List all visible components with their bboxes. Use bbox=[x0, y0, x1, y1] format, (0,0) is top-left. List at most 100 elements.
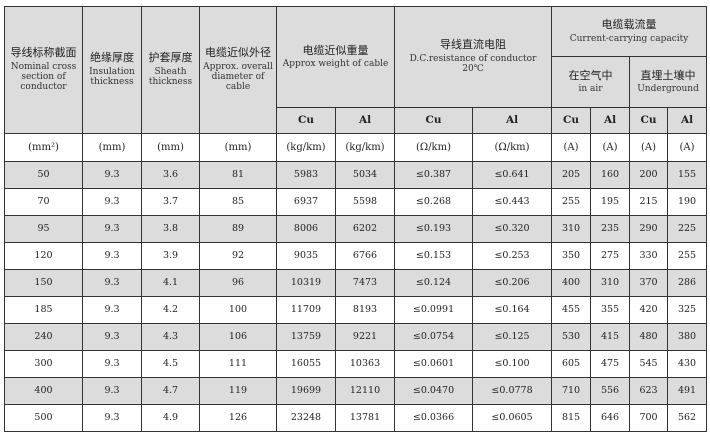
table-cell: 700 bbox=[629, 404, 669, 432]
table-cell: 4.3 bbox=[141, 323, 200, 351]
table-cell: 195 bbox=[590, 188, 631, 216]
table-cell: 545 bbox=[629, 350, 669, 378]
table-cell: 150 bbox=[4, 269, 83, 297]
table-cell: 275 bbox=[590, 242, 631, 270]
table-cell: 350 bbox=[551, 242, 592, 270]
table-cell: 300 bbox=[4, 350, 83, 378]
table-cell: 92 bbox=[199, 242, 277, 270]
table-cell: ≤0.193 bbox=[394, 215, 474, 243]
table-cell: ≤0.164 bbox=[472, 296, 553, 324]
table-cell: 623 bbox=[629, 377, 669, 405]
cable-spec-table: 导线标称截面 Nominal cross section of conductor… bbox=[4, 6, 708, 432]
table-cell: 815 bbox=[551, 404, 592, 432]
table-cell: 13759 bbox=[276, 323, 336, 351]
header-capacity: 电缆载流量 Current-carrying capacity bbox=[551, 6, 708, 57]
unit-cell: (Ω/km) bbox=[394, 133, 474, 162]
table-cell: 215 bbox=[629, 188, 669, 216]
table-cell: 50 bbox=[4, 161, 83, 189]
table-cell: 310 bbox=[590, 269, 631, 297]
table-cell: 190 bbox=[667, 188, 708, 216]
table-cell: 3.9 bbox=[141, 242, 200, 270]
table-cell: 646 bbox=[590, 404, 631, 432]
table-cell: 355 bbox=[590, 296, 631, 324]
header-weight: 电缆近似重量 Approx weight of cable bbox=[275, 6, 396, 108]
table-cell: 9.3 bbox=[82, 404, 142, 432]
table-cell: 5598 bbox=[334, 188, 396, 216]
table-cell: ≤0.0991 bbox=[394, 296, 474, 324]
table-cell: 6202 bbox=[334, 215, 396, 243]
table-cell: 500 bbox=[4, 404, 83, 432]
header-sheath: 护套厚度 Sheath thickness bbox=[141, 6, 200, 134]
table-cell: 255 bbox=[551, 188, 592, 216]
table-cell: 370 bbox=[629, 269, 669, 297]
unit-cell: (Ω/km) bbox=[472, 133, 553, 162]
table-cell: 325 bbox=[667, 296, 708, 324]
table-cell: ≤0.253 bbox=[472, 242, 553, 270]
table-cell: 12110 bbox=[334, 377, 396, 405]
table-cell: 255 bbox=[667, 242, 708, 270]
table-row: 300 9.3 4.5 111 16055 10363 ≤0.0601 ≤0.100 605 47… bbox=[4, 350, 708, 378]
table-cell: ≤0.100 bbox=[472, 350, 553, 378]
table-cell: 5983 bbox=[276, 161, 336, 189]
table-cell: 23248 bbox=[276, 404, 336, 432]
table-cell: 96 bbox=[199, 269, 277, 297]
table-cell: 9.3 bbox=[82, 188, 142, 216]
table-row: 50 9.3 3.6 81 5983 5034 ≤0.387 ≤0.641 205 160 200 1… bbox=[4, 161, 708, 189]
table-cell: 290 bbox=[629, 215, 669, 243]
table-cell: 7473 bbox=[334, 269, 396, 297]
table-cell: 155 bbox=[667, 161, 708, 189]
table-cell: 4.2 bbox=[141, 296, 200, 324]
unit-cell: (A) bbox=[551, 133, 592, 162]
table-cell: ≤0.387 bbox=[394, 161, 474, 189]
table-cell: 9.3 bbox=[82, 323, 142, 351]
table-cell: 9.3 bbox=[82, 296, 142, 324]
header-resistance-al: Al bbox=[472, 107, 553, 134]
table-cell: 106 bbox=[199, 323, 277, 351]
table-cell: ≤0.268 bbox=[394, 188, 474, 216]
table-cell: 95 bbox=[4, 215, 83, 243]
table-cell: 185 bbox=[4, 296, 83, 324]
units-row: (mm²) (mm) (mm) (mm) (kg/km) (kg/km) (Ω/km) (Ω/… bbox=[4, 133, 708, 162]
table-cell: 160 bbox=[590, 161, 631, 189]
table-cell: 16055 bbox=[276, 350, 336, 378]
table-row: 95 9.3 3.8 89 8006 6202 ≤0.193 ≤0.320 310 235 290 2… bbox=[4, 215, 708, 243]
table-cell: 4.9 bbox=[141, 404, 200, 432]
table-cell: 5034 bbox=[334, 161, 396, 189]
table-cell: ≤0.206 bbox=[472, 269, 553, 297]
table-cell: 400 bbox=[4, 377, 83, 405]
table-cell: 3.6 bbox=[141, 161, 200, 189]
table-cell: 100 bbox=[199, 296, 277, 324]
header-underground: 直埋土壤中 Underground bbox=[629, 56, 708, 108]
table-cell: 9.3 bbox=[82, 350, 142, 378]
table-cell: 6766 bbox=[334, 242, 396, 270]
table-cell: 330 bbox=[629, 242, 669, 270]
table-cell: 8006 bbox=[276, 215, 336, 243]
table-cell: 415 bbox=[590, 323, 631, 351]
table-cell: 455 bbox=[551, 296, 592, 324]
unit-cell: (kg/km) bbox=[276, 133, 336, 162]
table-cell: ≤0.0605 bbox=[472, 404, 553, 432]
table-cell: 710 bbox=[551, 377, 592, 405]
table-cell: 556 bbox=[590, 377, 631, 405]
table-row: 185 9.3 4.2 100 11709 8193 ≤0.0991 ≤0.164 455 355… bbox=[4, 296, 708, 324]
table-cell: 111 bbox=[199, 350, 277, 378]
table-cell: 9.3 bbox=[82, 377, 142, 405]
table-cell: ≤0.125 bbox=[472, 323, 553, 351]
header-nominal: 导线标称截面 Nominal cross section of conductor bbox=[4, 6, 83, 134]
table-cell: ≤0.124 bbox=[394, 269, 474, 297]
table-cell: 240 bbox=[4, 323, 83, 351]
table-cell: 400 bbox=[551, 269, 592, 297]
table-cell: ≤0.443 bbox=[472, 188, 553, 216]
table-cell: 13781 bbox=[334, 404, 396, 432]
table-cell: 491 bbox=[667, 377, 708, 405]
header-in-air: 在空气中 in air bbox=[551, 56, 631, 108]
unit-cell: (A) bbox=[590, 133, 631, 162]
table-cell: 10319 bbox=[276, 269, 336, 297]
table-cell: 235 bbox=[590, 215, 631, 243]
table-cell: 562 bbox=[667, 404, 708, 432]
table-cell: 4.7 bbox=[141, 377, 200, 405]
table-cell: 3.8 bbox=[141, 215, 200, 243]
table-cell: ≤0.641 bbox=[472, 161, 553, 189]
unit-cell: (A) bbox=[629, 133, 669, 162]
table-cell: 19699 bbox=[276, 377, 336, 405]
